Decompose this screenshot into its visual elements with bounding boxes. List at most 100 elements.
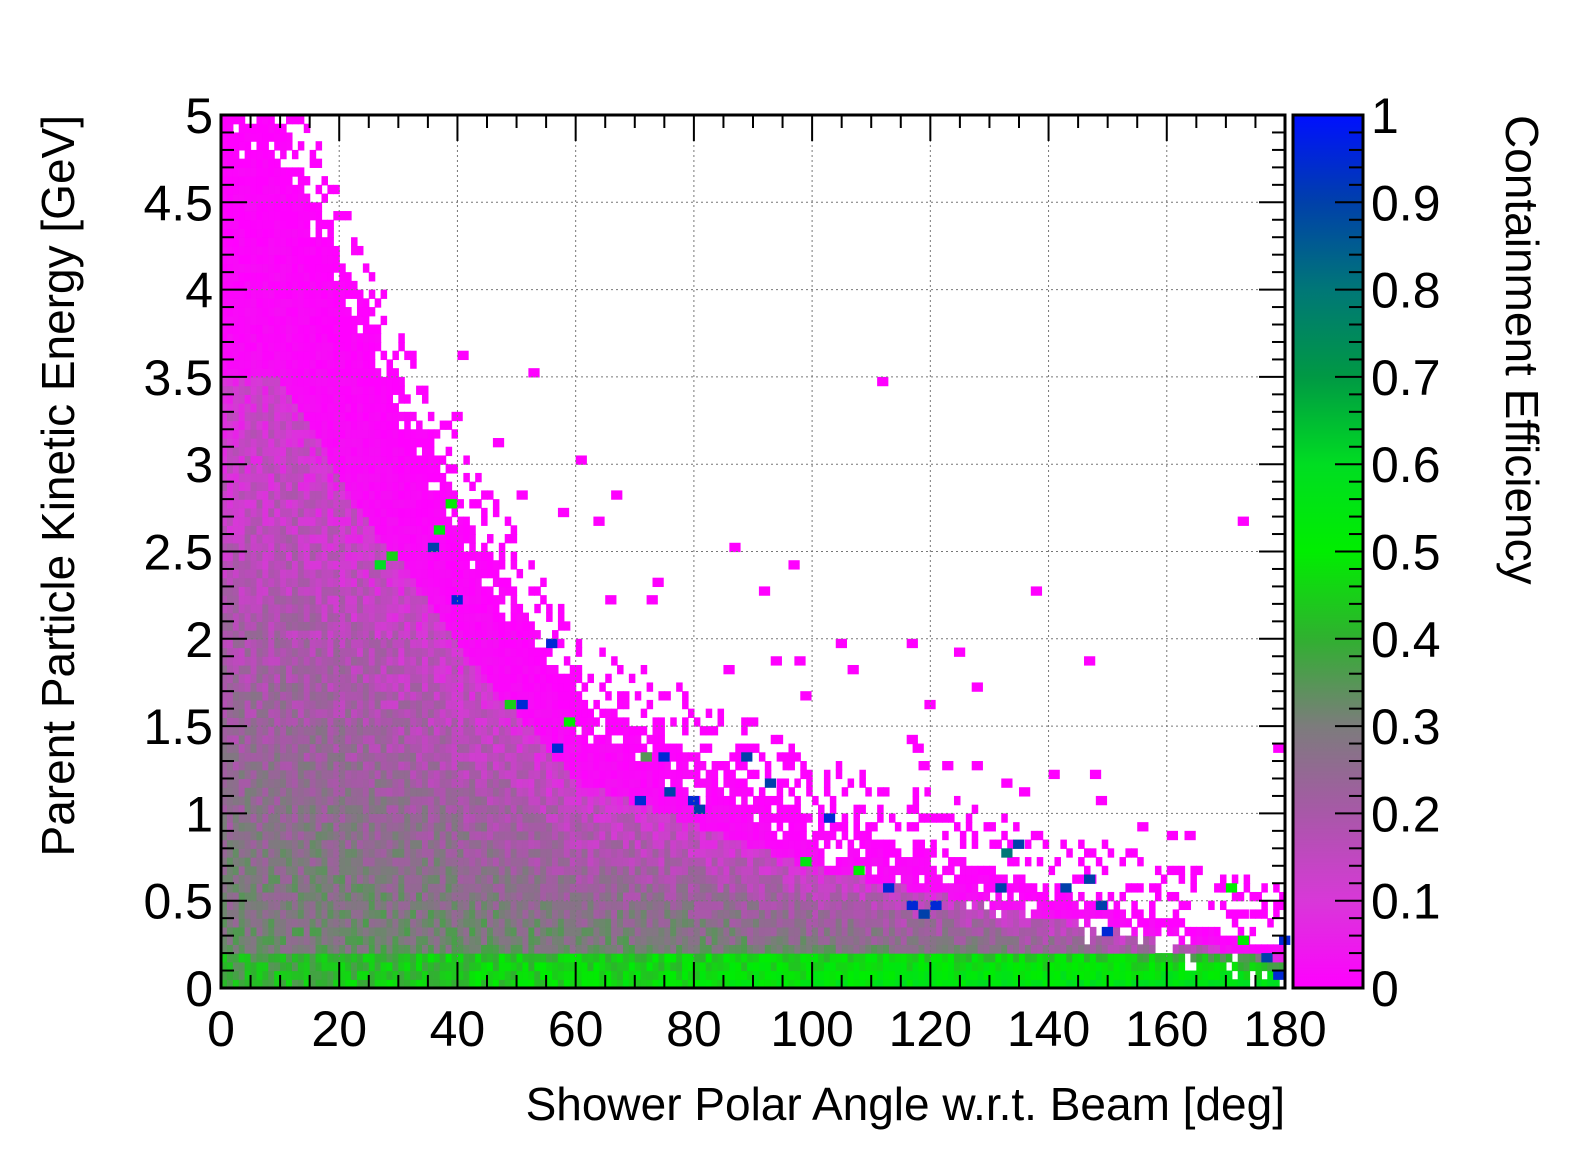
heatmap-cell: [268, 228, 275, 238]
heatmap-cell: [345, 385, 352, 395]
heatmap-cell: [416, 542, 423, 553]
heatmap-cell: [226, 560, 234, 570]
heatmap-cell: [404, 691, 411, 701]
heatmap-cell: [244, 464, 252, 474]
heatmap-cell: [368, 394, 376, 404]
heatmap-cell: [309, 263, 317, 273]
heatmap-cell: [421, 481, 429, 491]
heatmap-cell: [244, 673, 252, 684]
heatmap-cell: [339, 272, 346, 282]
heatmap-cell: [339, 734, 346, 745]
heatmap-cell: [345, 534, 352, 544]
heatmap-cell: [268, 490, 275, 500]
heatmap-cell: [693, 769, 701, 780]
heatmap-cell: [398, 560, 405, 570]
heatmap-cell: [380, 682, 388, 692]
heatmap-cell: [351, 682, 358, 692]
heatmap-cell: [280, 726, 287, 736]
heatmap-cell: [374, 621, 382, 631]
heatmap-cell: [321, 804, 328, 814]
heatmap-cell: [445, 490, 453, 500]
heatmap-cell: [487, 726, 494, 736]
heatmap-cell: [262, 202, 269, 212]
heatmap-cell: [617, 813, 624, 823]
heatmap-cell: [351, 542, 358, 553]
heatmap-cell: [309, 568, 317, 579]
heatmap-cell: [498, 970, 506, 980]
heatmap-cell: [410, 516, 417, 526]
heatmap-cell: [226, 464, 234, 474]
heatmap-cell: [581, 761, 589, 771]
heatmap-cell: [646, 761, 654, 771]
heatmap-cell: [587, 752, 594, 762]
heatmap-cell: [250, 918, 258, 928]
heatmap-cell: [469, 891, 476, 902]
heatmap-cell: [386, 394, 394, 404]
heatmap-cell: [274, 761, 281, 771]
heatmap-cell: [699, 839, 707, 849]
heatmap-cell: [232, 211, 240, 221]
heatmap-cell: [362, 726, 370, 736]
heatmap-cell: [546, 787, 553, 797]
heatmap-cell: [421, 664, 429, 675]
heatmap-cell: [528, 909, 535, 919]
heatmap-cell: [676, 752, 683, 762]
heatmap-cell: [303, 193, 311, 203]
heatmap-cell: [481, 795, 488, 806]
heatmap-cell: [291, 376, 299, 387]
heatmap-cell: [232, 385, 240, 395]
heatmap-cell: [463, 891, 470, 902]
heatmap-cell: [552, 830, 559, 841]
heatmap-cell: [315, 848, 323, 858]
heatmap-cell: [297, 568, 305, 579]
heatmap-cell: [622, 726, 630, 736]
heatmap-cell: [528, 944, 535, 954]
heatmap-cell: [380, 979, 388, 989]
heatmap-cell: [345, 333, 352, 343]
heatmap-cell: [546, 857, 553, 867]
heatmap-cell: [552, 691, 559, 701]
heatmap-cell: [309, 289, 317, 299]
heatmap-cell: [410, 891, 417, 902]
heatmap-cell: [380, 830, 388, 841]
heatmap-cell: [315, 525, 323, 535]
heatmap-cell: [640, 883, 648, 893]
heatmap-cell: [481, 778, 488, 788]
heatmap-cell: [617, 970, 624, 980]
heatmap-cell: [540, 874, 547, 884]
heatmap-cell: [421, 726, 429, 736]
heatmap-cell: [368, 953, 376, 963]
heatmap-cell: [238, 534, 246, 544]
heatmap-cell: [244, 245, 252, 256]
heatmap-cell: [445, 595, 453, 605]
heatmap-cell: [280, 857, 287, 867]
heatmap-cell: [463, 577, 470, 588]
heatmap-cell: [333, 961, 340, 972]
heatmap-cell: [268, 647, 275, 657]
heatmap-cell: [617, 848, 624, 858]
heatmap-cell: [333, 865, 340, 876]
heatmap-cell: [439, 944, 447, 954]
heatmap-cell: [557, 699, 565, 710]
heatmap-cell: [481, 638, 488, 649]
heatmap-cell: [711, 979, 719, 989]
heatmap-cell: [321, 612, 328, 622]
heatmap-cell: [321, 568, 328, 579]
heatmap-cell: [587, 961, 594, 972]
heatmap-cell: [268, 979, 275, 989]
heatmap-cell: [398, 734, 405, 745]
heatmap-cell: [658, 874, 665, 884]
heatmap-cell: [297, 307, 305, 317]
heatmap-cell: [516, 691, 524, 701]
heatmap-cell: [333, 376, 340, 387]
heatmap-cell: [487, 830, 494, 841]
heatmap-cell: [427, 865, 435, 876]
heatmap-cell: [587, 970, 594, 980]
heatmap-cell: [492, 822, 500, 832]
heatmap-cell: [386, 944, 394, 954]
heatmap-cell: [457, 568, 464, 579]
heatmap-cell: [232, 202, 240, 212]
heatmap-cell: [404, 752, 411, 762]
heatmap-cell: [546, 726, 553, 736]
heatmap-cell: [315, 813, 323, 823]
